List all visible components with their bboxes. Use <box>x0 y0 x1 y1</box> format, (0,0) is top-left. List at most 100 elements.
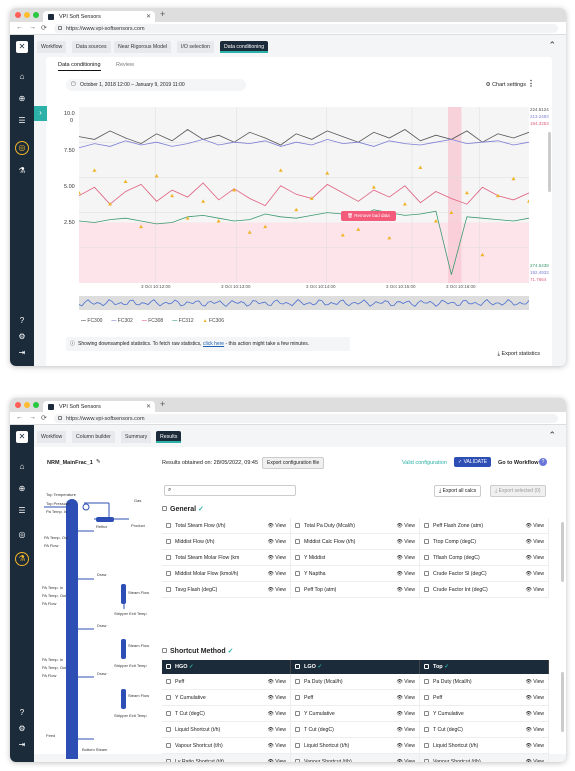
view-button[interactable]: 👁 View <box>268 759 287 762</box>
view-button[interactable]: 👁 View <box>397 523 416 529</box>
logout-icon[interactable]: ⇥ <box>18 740 26 749</box>
view-button[interactable]: 👁 View <box>397 711 416 717</box>
view-button[interactable]: 👁 View <box>397 539 416 545</box>
tab-data-conditioning[interactable]: Data conditioning <box>220 41 269 53</box>
item-checkbox[interactable] <box>166 539 171 544</box>
search-chart-icon[interactable]: ⊕ <box>18 94 26 103</box>
item-checkbox[interactable] <box>166 695 171 700</box>
item-checkbox[interactable] <box>424 679 429 684</box>
new-tab-icon[interactable]: + <box>160 399 166 409</box>
legend-item-fc306[interactable]: ▲ FC306 <box>203 318 224 324</box>
general-select-all-checkbox[interactable] <box>162 506 167 511</box>
close-tab-icon[interactable]: ✕ <box>145 14 151 20</box>
data-search-icon[interactable]: ◎ <box>15 141 29 155</box>
maximize-window-dot[interactable] <box>33 402 39 408</box>
item-checkbox[interactable] <box>166 555 171 560</box>
view-button[interactable]: 👁 View <box>397 555 416 561</box>
reload-icon[interactable]: ⟳ <box>41 25 47 32</box>
search-chart-icon[interactable]: ⊕ <box>18 484 26 493</box>
view-button[interactable]: 👁 View <box>397 727 416 733</box>
item-checkbox[interactable] <box>166 727 171 732</box>
view-button[interactable]: 👁 View <box>268 539 287 545</box>
view-button[interactable]: 👁 View <box>268 679 287 685</box>
tab-column-builder[interactable]: Column builder <box>72 431 115 443</box>
help-icon[interactable]: ? <box>19 708 25 717</box>
item-checkbox[interactable] <box>295 695 300 700</box>
item-checkbox[interactable] <box>166 587 171 592</box>
shortcut-select-all-checkbox[interactable] <box>162 648 167 653</box>
view-button[interactable]: 👁 View <box>397 743 416 749</box>
minimize-window-dot[interactable] <box>24 402 30 408</box>
item-checkbox[interactable] <box>424 555 429 560</box>
maximize-window-dot[interactable] <box>33 12 39 18</box>
view-button[interactable]: 👁 View <box>397 695 416 701</box>
item-checkbox[interactable] <box>295 587 300 592</box>
search-input[interactable]: ⌕ <box>164 485 296 496</box>
legend-item-fc312[interactable]: — FC312 <box>172 318 193 324</box>
reload-icon[interactable]: ⟳ <box>41 415 47 422</box>
tab-results[interactable]: Results <box>156 431 182 443</box>
new-tab-icon[interactable]: + <box>160 9 166 19</box>
view-button[interactable]: 👁 View <box>526 711 545 717</box>
column-select-checkbox[interactable] <box>424 664 429 669</box>
time-range-brush[interactable] <box>79 296 529 310</box>
view-button[interactable]: 👁 View <box>268 695 287 701</box>
view-button[interactable]: 👁 View <box>268 571 287 577</box>
legend-item-fc302[interactable]: — FC302 <box>111 318 132 324</box>
bank-icon[interactable]: ⌂ <box>19 462 25 471</box>
tab-workflow[interactable]: Workflow <box>37 41 67 53</box>
item-checkbox[interactable] <box>295 571 300 576</box>
item-checkbox[interactable] <box>424 727 429 732</box>
vertical-scrollbar[interactable] <box>548 132 551 192</box>
view-button[interactable]: 👁 View <box>526 555 545 561</box>
browser-tab[interactable]: VPI Soft Sensors ✕ <box>43 11 155 22</box>
view-button[interactable]: 👁 View <box>526 539 545 545</box>
item-checkbox[interactable] <box>424 743 429 748</box>
logout-icon[interactable]: ⇥ <box>18 348 26 357</box>
item-checkbox[interactable] <box>295 759 300 762</box>
item-checkbox[interactable] <box>166 759 171 762</box>
item-checkbox[interactable] <box>295 743 300 748</box>
view-button[interactable]: 👁 View <box>526 743 545 749</box>
view-button[interactable]: 👁 View <box>526 587 545 593</box>
column-select-checkbox[interactable] <box>295 664 300 669</box>
item-checkbox[interactable] <box>424 711 429 716</box>
item-checkbox[interactable] <box>424 759 429 762</box>
view-button[interactable]: 👁 View <box>526 759 545 762</box>
legend-item-fc308[interactable]: — FC308 <box>142 318 163 324</box>
minimize-window-dot[interactable] <box>24 12 30 18</box>
export-statistics-button[interactable]: ⤓ Export statistics <box>498 351 540 358</box>
date-range-picker[interactable]: ▢ October 1, 2018 12:00 – January 9, 201… <box>66 79 246 91</box>
forward-icon[interactable]: → <box>29 414 36 421</box>
data-search-icon[interactable]: ◎ <box>18 530 26 539</box>
view-button[interactable]: 👁 View <box>268 711 287 717</box>
more-options-icon[interactable]: ⋮ <box>527 79 535 88</box>
browser-tab[interactable]: VPI Soft Sensors ✕ <box>43 401 155 412</box>
item-checkbox[interactable] <box>424 571 429 576</box>
remove-bad-data-button[interactable]: 🗑 Remove bad data <box>341 211 396 221</box>
item-checkbox[interactable] <box>295 679 300 684</box>
view-button[interactable]: 👁 View <box>526 571 545 577</box>
close-window-dot[interactable] <box>15 402 21 408</box>
item-checkbox[interactable] <box>166 679 171 684</box>
item-checkbox[interactable] <box>295 711 300 716</box>
item-checkbox[interactable] <box>166 711 171 716</box>
tab-workflow[interactable]: Workflow <box>37 431 67 443</box>
column-select-checkbox[interactable] <box>166 664 171 669</box>
export-all-calcs-button[interactable]: ⤓ Export all calcs <box>434 485 482 497</box>
view-button[interactable]: 👁 View <box>397 759 416 762</box>
gear-icon[interactable]: ⚙ <box>18 724 26 733</box>
item-checkbox[interactable] <box>295 555 300 560</box>
vertical-scrollbar[interactable] <box>561 672 564 732</box>
go-to-workflow-link[interactable]: Go to Workflow <box>498 460 539 466</box>
edit-icon[interactable]: ✎ <box>96 459 101 465</box>
tab-near-rigorous-model[interactable]: Near Rigorous Model <box>114 41 172 53</box>
help-icon[interactable]: ? <box>19 316 25 325</box>
export-selected-button[interactable]: ⤓ Export selected (0) <box>490 485 546 497</box>
chart-settings-button[interactable]: ⚙ Chart settings <box>486 82 526 88</box>
item-checkbox[interactable] <box>295 539 300 544</box>
help-circle-icon[interactable]: ? <box>539 458 547 466</box>
url-field[interactable]: https://www.vpi-softsensors.com <box>54 24 558 33</box>
time-series-chart[interactable] <box>79 107 529 283</box>
collapse-chevron-icon[interactable]: ⌃ <box>548 430 556 440</box>
